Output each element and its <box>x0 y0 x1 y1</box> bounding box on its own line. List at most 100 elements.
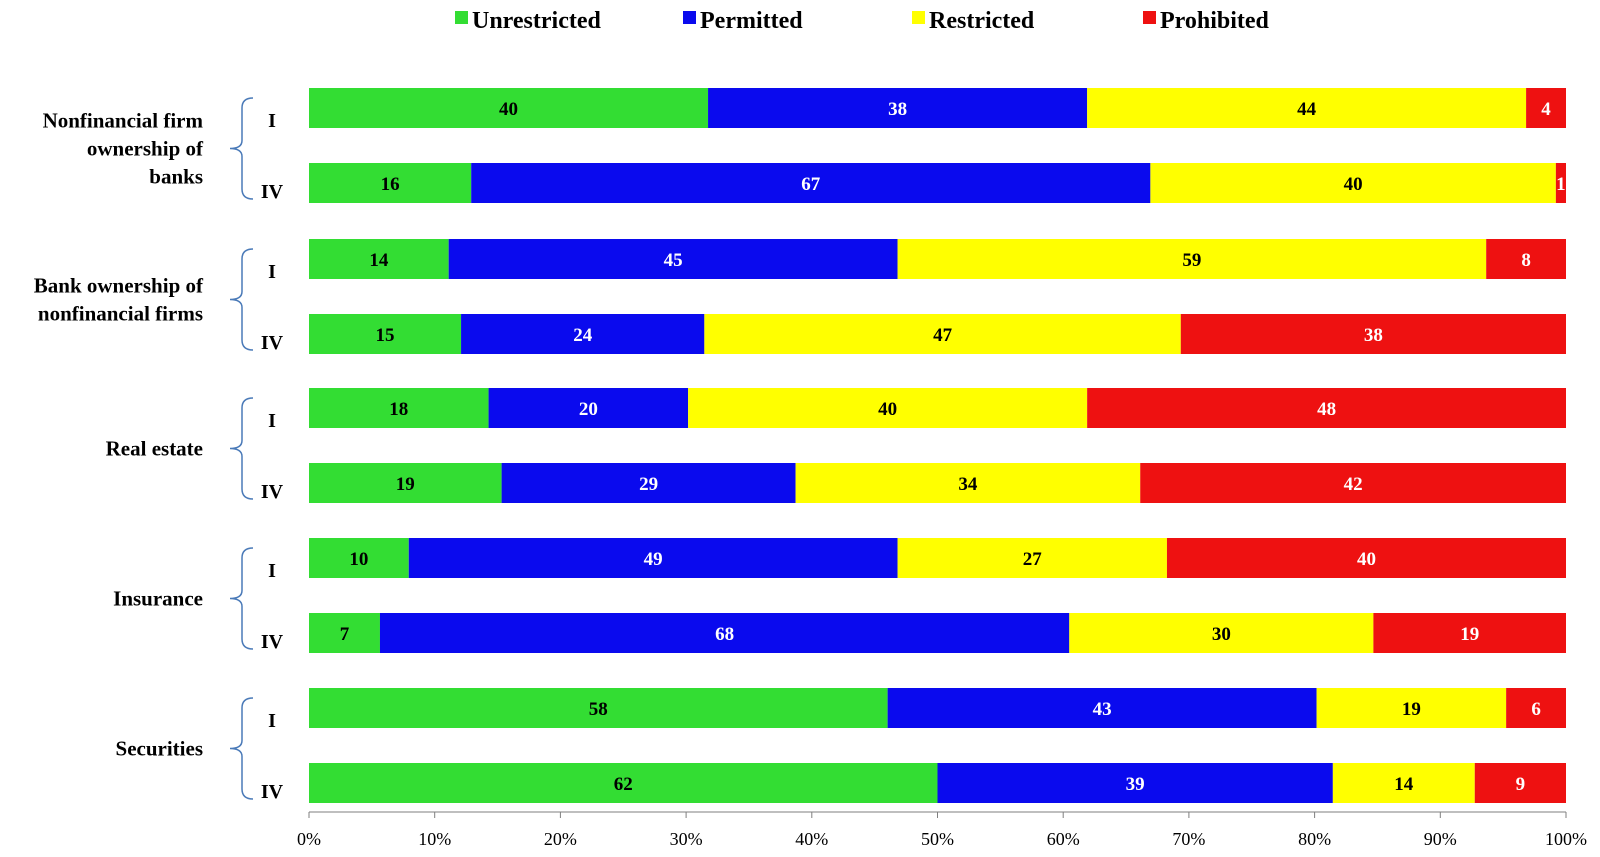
group-label: ownership of <box>87 137 204 161</box>
bar-segment <box>309 88 709 128</box>
group-label: Real estate <box>106 437 203 461</box>
bar-segment <box>309 163 472 203</box>
data-label: 38 <box>888 99 907 120</box>
bar-segment <box>795 463 1141 503</box>
x-tick-label: 100% <box>1545 829 1587 849</box>
data-label: 1 <box>1556 174 1566 195</box>
bar-segment <box>448 239 898 279</box>
x-tick-label: 70% <box>1172 829 1205 849</box>
data-label: 40 <box>499 99 518 120</box>
data-label: 40 <box>878 399 897 420</box>
bar-segment <box>1150 163 1556 203</box>
legend: Unrestricted Permitted Restricted Prohibite… <box>455 8 1270 34</box>
data-label: 47 <box>933 325 953 346</box>
group-label: Insurance <box>113 587 203 611</box>
data-label: 40 <box>1357 549 1376 570</box>
bar-segment <box>1140 463 1566 503</box>
x-tick-label: 10% <box>418 829 451 849</box>
bar-segment <box>379 613 1070 653</box>
wave-label: I <box>268 710 276 732</box>
bar-segment <box>1087 388 1566 428</box>
wave-label: I <box>268 110 276 132</box>
bar-segment <box>1180 314 1566 354</box>
bar-segment <box>1486 239 1566 279</box>
data-label: 4 <box>1541 99 1551 120</box>
bar-segment <box>309 538 409 578</box>
bar-segment <box>897 239 1487 279</box>
bar-segment <box>488 388 689 428</box>
x-tick-label: 60% <box>1047 829 1080 849</box>
group-label: Securities <box>116 737 203 761</box>
data-label: 19 <box>1402 699 1421 720</box>
bar-segment <box>937 763 1333 803</box>
data-label: 42 <box>1344 474 1363 495</box>
data-label: 58 <box>589 699 608 720</box>
legend-swatch <box>683 11 696 24</box>
bar-segment <box>461 314 705 354</box>
group-label: Nonfinancial firm <box>43 109 204 133</box>
bar-segment <box>1087 88 1527 128</box>
wave-label: I <box>268 410 276 432</box>
data-label: 67 <box>801 174 821 195</box>
x-tick-label: 50% <box>921 829 954 849</box>
x-tick-label: 90% <box>1424 829 1457 849</box>
bar-segment <box>501 463 796 503</box>
legend-swatch <box>912 11 925 24</box>
data-label: 6 <box>1531 699 1541 720</box>
bar-segment <box>1555 163 1566 203</box>
bar-segment <box>897 538 1167 578</box>
data-label: 18 <box>389 399 408 420</box>
wave-label: IV <box>261 181 284 203</box>
legend-label: Unrestricted <box>472 8 602 34</box>
category-labels: I IV Nonfinancial firm ownership of banks I IV… <box>34 97 284 803</box>
legend-swatch <box>1143 11 1156 24</box>
data-label: 40 <box>1344 174 1363 195</box>
bar-segment <box>887 688 1317 728</box>
wave-label: IV <box>261 481 284 503</box>
bar-segment <box>1506 688 1566 728</box>
bar-segment <box>1526 88 1566 128</box>
bar-segment <box>688 388 1088 428</box>
x-tick-label: 20% <box>544 829 577 849</box>
x-tick-label: 80% <box>1298 829 1331 849</box>
legend-swatch <box>455 11 468 24</box>
legend-label: Restricted <box>929 8 1035 34</box>
wave-label: IV <box>261 781 284 803</box>
data-label: 9 <box>1516 774 1526 795</box>
group-label: banks <box>149 165 203 189</box>
wave-label: I <box>268 261 276 283</box>
data-label: 38 <box>1364 325 1383 346</box>
data-label: 39 <box>1126 774 1145 795</box>
data-label: 34 <box>958 474 978 495</box>
data-label: 27 <box>1023 549 1043 570</box>
data-label: 24 <box>573 325 593 346</box>
group-brace <box>229 547 254 650</box>
bar-segment <box>1069 613 1374 653</box>
bar-segment <box>309 463 502 503</box>
data-label: 43 <box>1093 699 1112 720</box>
legend-label: Prohibited <box>1160 8 1270 34</box>
bar-segment <box>1166 538 1566 578</box>
group-label: nonfinancial firms <box>38 302 203 326</box>
group-brace <box>229 697 254 800</box>
data-label: 16 <box>381 174 400 195</box>
data-label: 49 <box>644 549 663 570</box>
bar-segment <box>708 88 1088 128</box>
bar-segment <box>1373 613 1566 653</box>
legend-label: Permitted <box>700 8 803 34</box>
x-tick-label: 0% <box>297 829 321 849</box>
data-label: 15 <box>376 325 395 346</box>
data-label: 48 <box>1317 399 1336 420</box>
data-label: 59 <box>1182 250 1201 271</box>
group-brace <box>229 397 254 500</box>
data-label: 44 <box>1297 99 1317 120</box>
data-label: 10 <box>349 549 368 570</box>
data-label: 8 <box>1521 250 1531 271</box>
bar-segment <box>1332 763 1475 803</box>
wave-label: I <box>268 560 276 582</box>
bar-segment <box>309 239 449 279</box>
group-brace <box>229 97 254 200</box>
bar-segment <box>309 688 888 728</box>
x-tick-label: 40% <box>795 829 828 849</box>
